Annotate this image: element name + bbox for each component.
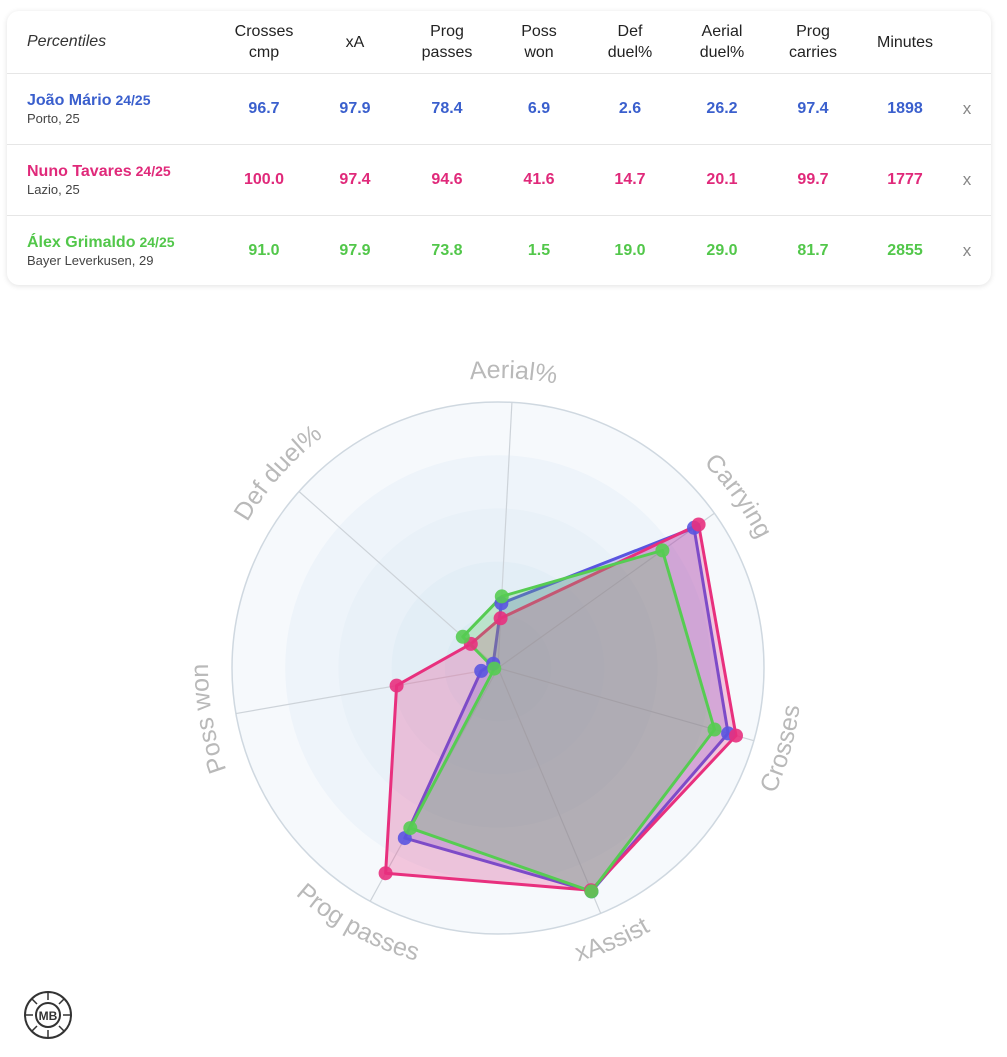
axis-label: Poss won (186, 664, 232, 777)
stat-value: 1898 (887, 100, 923, 117)
stat-value: 97.4 (797, 100, 829, 117)
data-point (474, 663, 489, 678)
axis-label: Aerial% (469, 356, 560, 390)
player-info: Álex Grimaldo 24/25 Bayer Leverkusen, 29 (27, 216, 175, 285)
axis-spoke (497, 667, 602, 914)
remove-player-button[interactable]: x (962, 170, 972, 189)
data-point (378, 866, 393, 881)
column-header: xA (345, 33, 365, 51)
stat-value: 1.5 (527, 241, 551, 259)
data-point (403, 821, 418, 836)
series-area (384, 523, 738, 892)
player-season: 24/25 (115, 92, 151, 108)
axis-label: Crosses (754, 703, 805, 796)
stat-value: 73.8 (431, 241, 463, 259)
player-club: Bayer Leverkusen, 29 (27, 252, 154, 268)
axis-spoke (235, 667, 499, 715)
player-name[interactable]: Álex Grimaldo (27, 233, 136, 251)
stat-value: 94.6 (431, 171, 463, 188)
stat-value: 29.0 (706, 241, 738, 259)
column-header: Aerial duel% (699, 23, 745, 61)
player-season: 24/25 (139, 233, 175, 250)
data-point (494, 589, 509, 604)
table-header-row: Percentiles Crosses cmp xA Prog passes Poss… (7, 11, 991, 74)
player-name[interactable]: Nuno Tavares (27, 163, 132, 180)
data-point (729, 728, 743, 743)
column-header: Prog passes (421, 23, 473, 61)
column-header: Crosses cmp (234, 23, 294, 61)
column-header: Poss won (521, 23, 557, 61)
stat-value: 1777 (887, 171, 923, 188)
stat-value: 96.7 (248, 100, 280, 117)
percentiles-label: Percentiles (27, 33, 107, 50)
stat-value: 99.7 (797, 171, 829, 188)
logo-text: MB (39, 1009, 58, 1023)
stat-value: 26.2 (706, 100, 738, 117)
table-row: Nuno Tavares 24/25 Lazio, 25 100.0 97.4 94.6 4… (7, 145, 991, 216)
table-row: Álex Grimaldo 24/25 Bayer Leverkusen, 29 91… (7, 216, 991, 285)
player-club: Lazio, 25 (27, 182, 80, 197)
stat-value: 14.7 (614, 171, 646, 188)
stat-value: 2.6 (618, 100, 642, 117)
remove-player-button[interactable]: x (962, 99, 972, 118)
player-name[interactable]: João Mário (27, 92, 112, 109)
column-header: Minutes (876, 33, 934, 51)
stat-value: 97.9 (339, 100, 371, 117)
table-row: João Mário 24/25 Porto, 25 96.7 97.9 78.4 6.9 2… (7, 74, 991, 145)
data-point (493, 611, 508, 626)
percentiles-table: Percentiles Crosses cmp xA Prog passes Poss… (7, 11, 991, 285)
data-point (487, 661, 502, 676)
stat-value: 20.1 (706, 171, 738, 188)
data-point (389, 678, 404, 693)
stat-value: 97.9 (339, 241, 371, 259)
stat-value: 91.0 (248, 241, 280, 259)
stat-value: 2855 (887, 241, 923, 259)
column-header: Prog carries (788, 23, 837, 61)
stat-value: 100.0 (243, 171, 285, 188)
player-info: João Mário 24/25 Porto, 25 (27, 74, 151, 144)
player-club: Porto, 25 (27, 111, 80, 126)
stat-value: 19.0 (614, 241, 646, 259)
stat-value: 41.6 (523, 171, 555, 188)
data-point (707, 722, 722, 737)
data-point (584, 884, 599, 899)
stat-value: 6.9 (527, 100, 551, 117)
player-info: Nuno Tavares 24/25 Lazio, 25 (27, 145, 171, 215)
data-point (655, 543, 670, 558)
column-header: Def duel% (607, 23, 653, 61)
remove-player-button[interactable]: x (962, 240, 972, 260)
stat-value: 78.4 (431, 100, 463, 117)
stat-value: 81.7 (797, 241, 829, 259)
data-point (691, 517, 706, 532)
player-season: 24/25 (135, 163, 171, 179)
axis-spoke (497, 512, 715, 669)
data-point (455, 629, 470, 644)
mb-logo: MB (24, 991, 72, 1039)
stat-value: 97.4 (339, 171, 371, 188)
